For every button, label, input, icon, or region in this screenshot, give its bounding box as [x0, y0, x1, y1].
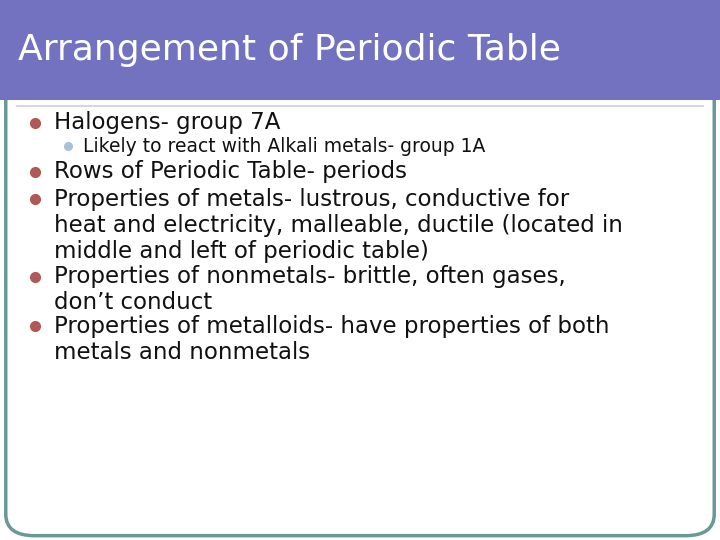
Text: Arrangement of Periodic Table: Arrangement of Periodic Table — [18, 33, 561, 67]
Text: Likely to react with Alkali metals- group 1A: Likely to react with Alkali metals- grou… — [83, 137, 485, 156]
FancyBboxPatch shape — [0, 0, 720, 100]
Text: Halogens- group 7A: Halogens- group 7A — [54, 111, 280, 134]
Text: Properties of metalloids- have properties of both: Properties of metalloids- have propertie… — [54, 315, 610, 338]
Text: Rows of Periodic Table- periods: Rows of Periodic Table- periods — [54, 160, 407, 183]
Text: Properties of nonmetals- brittle, often gases,: Properties of nonmetals- brittle, often … — [54, 265, 566, 288]
FancyBboxPatch shape — [6, 4, 714, 536]
Text: don’t conduct: don’t conduct — [54, 291, 212, 314]
Text: middle and left of periodic table): middle and left of periodic table) — [54, 240, 429, 262]
Text: metals and nonmetals: metals and nonmetals — [54, 341, 310, 363]
Text: heat and electricity, malleable, ductile (located in: heat and electricity, malleable, ductile… — [54, 214, 623, 237]
Text: Properties of metals- lustrous, conductive for: Properties of metals- lustrous, conducti… — [54, 188, 570, 211]
